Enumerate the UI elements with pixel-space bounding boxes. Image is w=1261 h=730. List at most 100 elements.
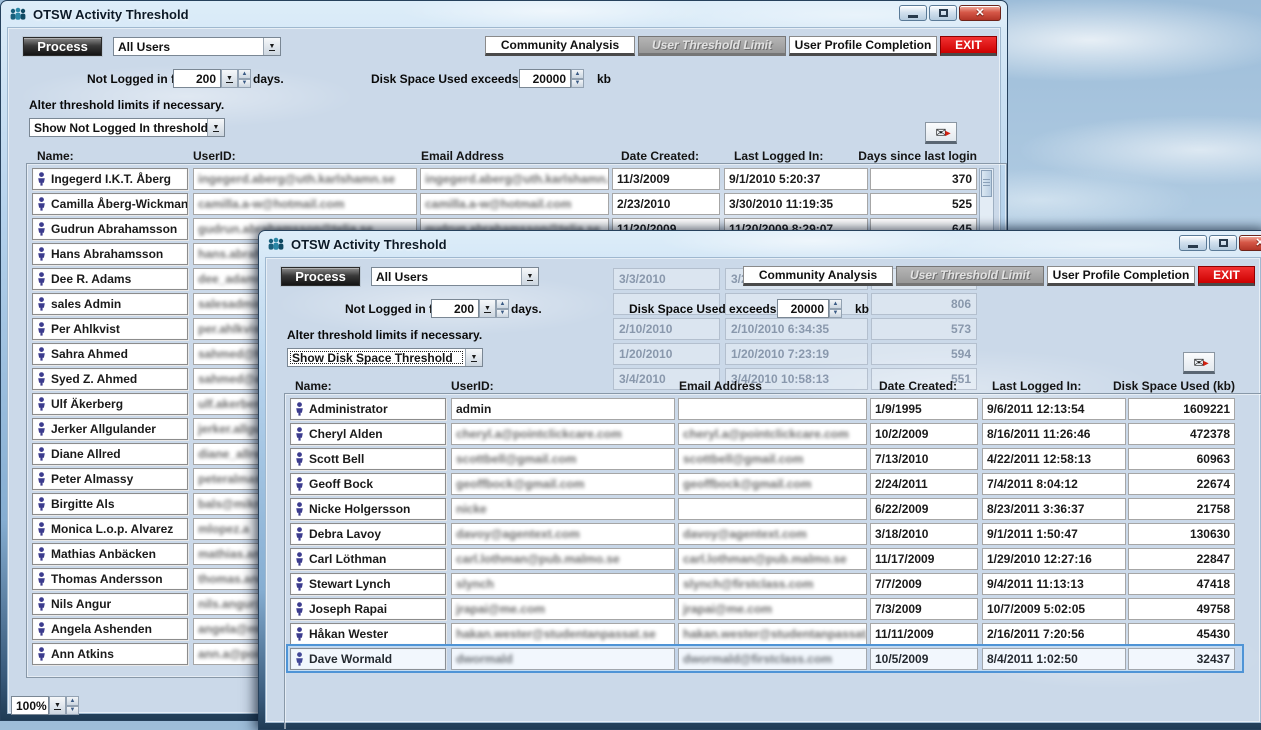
- user-name-cell[interactable]: Administrator: [290, 398, 446, 420]
- email-cell[interactable]: [678, 498, 867, 520]
- up-down-spinner[interactable]: ▲ ▼: [571, 69, 584, 88]
- date-created-cell[interactable]: 2/24/2011: [870, 473, 978, 495]
- scrollbar-thumb[interactable]: [981, 170, 992, 197]
- spin-down-icon[interactable]: ▼: [66, 705, 79, 715]
- email-cell[interactable]: ingegerd.aberg@uth.karlshamn.se: [420, 168, 609, 190]
- metric-cell[interactable]: 60963: [1128, 448, 1235, 470]
- up-down-spinner[interactable]: ▲ ▼: [66, 696, 79, 715]
- spin-up-icon[interactable]: ▲: [571, 69, 584, 79]
- selected-row-highlight[interactable]: [286, 644, 1244, 673]
- email-cell[interactable]: slynch@firstclass.com: [678, 573, 867, 595]
- date-created-cell[interactable]: 10/2/2009: [870, 423, 978, 445]
- email-export-button[interactable]: ✉ ►: [925, 122, 957, 144]
- spin-down-icon[interactable]: ▼: [829, 308, 842, 318]
- userid-cell[interactable]: hakan.wester@studentanpassat.se: [451, 623, 675, 645]
- last-logged-in-cell[interactable]: 8/4/2011 1:02:50: [982, 648, 1126, 670]
- last-logged-in-cell[interactable]: 9/6/2011 12:13:54: [982, 398, 1126, 420]
- userid-cell[interactable]: davoy@agentext.com: [451, 523, 675, 545]
- email-cell[interactable]: scottbell@gmail.com: [678, 448, 867, 470]
- not-logged-spinner[interactable]: 200 ▼ ▲ ▼: [431, 299, 509, 318]
- metric-cell[interactable]: 45430: [1128, 623, 1235, 645]
- exit-button[interactable]: EXIT: [940, 36, 997, 56]
- minimize-button[interactable]: [899, 5, 927, 21]
- not-logged-value[interactable]: 200: [173, 69, 221, 88]
- date-created-cell[interactable]: 2/23/2010: [612, 193, 720, 215]
- user-name-cell[interactable]: Diane Allred: [32, 443, 188, 465]
- email-export-button[interactable]: ✉ ►: [1183, 352, 1215, 374]
- not-logged-value[interactable]: 200: [431, 299, 479, 318]
- spin-up-icon[interactable]: ▲: [238, 69, 251, 79]
- last-logged-in-cell[interactable]: 7/4/2011 8:04:12: [982, 473, 1126, 495]
- last-logged-in-cell[interactable]: 8/23/2011 3:36:37: [982, 498, 1126, 520]
- last-logged-in-cell[interactable]: 3/30/2010 11:19:35: [724, 193, 868, 215]
- spin-up-icon[interactable]: ▲: [496, 299, 509, 309]
- threshold-view-combo[interactable]: Show Disk Space Threshold ▼: [287, 348, 483, 367]
- user-name-cell[interactable]: Hans Abrahamsson: [32, 243, 188, 265]
- userid-cell[interactable]: geoffbock@gmail.com: [451, 473, 675, 495]
- dropdown-button[interactable]: ▼: [263, 38, 280, 55]
- dropdown-button[interactable]: ▼: [479, 299, 496, 318]
- user-name-cell[interactable]: Birgitte Als: [32, 493, 188, 515]
- last-logged-in-cell[interactable]: 9/4/2011 11:13:13: [982, 573, 1126, 595]
- email-cell[interactable]: davoy@agentext.com: [678, 523, 867, 545]
- spin-down-icon[interactable]: ▼: [238, 78, 251, 88]
- user-name-cell[interactable]: Sahra Ahmed: [32, 343, 188, 365]
- email-cell[interactable]: carl.lothman@pub.malmo.se: [678, 548, 867, 570]
- up-down-spinner[interactable]: ▲ ▼: [829, 299, 842, 318]
- tab-community-analysis[interactable]: Community Analysis: [485, 36, 635, 56]
- date-created-cell[interactable]: 11/11/2009: [870, 623, 978, 645]
- tab-community-analysis[interactable]: Community Analysis: [743, 266, 893, 286]
- spin-up-icon[interactable]: ▲: [66, 696, 79, 706]
- titlebar[interactable]: OTSW Activity Threshold: [259, 231, 1261, 257]
- user-filter-combo[interactable]: All Users ▼: [371, 267, 539, 286]
- minimize-button[interactable]: [1179, 235, 1207, 251]
- tab-user-profile-completion[interactable]: User Profile Completion: [789, 36, 937, 56]
- userid-cell[interactable]: scottbell@gmail.com: [451, 448, 675, 470]
- email-cell[interactable]: jrapai@me.com: [678, 598, 867, 620]
- metric-cell[interactable]: 47418: [1128, 573, 1235, 595]
- email-cell[interactable]: geoffbock@gmail.com: [678, 473, 867, 495]
- user-name-cell[interactable]: Joseph Rapai: [290, 598, 446, 620]
- userid-cell[interactable]: camilla.a-w@hotmail.com: [193, 193, 417, 215]
- date-created-cell[interactable]: 7/13/2010: [870, 448, 978, 470]
- metric-cell[interactable]: 370: [870, 168, 977, 190]
- user-name-cell[interactable]: Peter Almassy: [32, 468, 188, 490]
- disk-space-value[interactable]: 20000: [519, 69, 571, 88]
- userid-cell[interactable]: dwormald: [451, 648, 675, 670]
- zoom-control[interactable]: 100% ▼ ▲ ▼: [11, 696, 79, 715]
- date-created-cell[interactable]: 6/22/2009: [870, 498, 978, 520]
- userid-cell[interactable]: admin: [451, 398, 675, 420]
- email-cell[interactable]: cheryl.a@pointclickcare.com: [678, 423, 867, 445]
- tab-user-threshold-limit[interactable]: User Threshold Limit: [896, 266, 1044, 286]
- user-name-cell[interactable]: Håkan Wester: [290, 623, 446, 645]
- user-name-cell[interactable]: Nils Angur: [32, 593, 188, 615]
- user-name-cell[interactable]: Nicke Holgersson: [290, 498, 446, 520]
- metric-cell[interactable]: 472378: [1128, 423, 1235, 445]
- user-filter-combo[interactable]: All Users ▼: [113, 37, 281, 56]
- metric-cell[interactable]: 1609221: [1128, 398, 1235, 420]
- email-cell[interactable]: dwormald@firstclass.com: [678, 648, 867, 670]
- user-name-cell[interactable]: Thomas Andersson: [32, 568, 188, 590]
- email-cell[interactable]: [678, 398, 867, 420]
- process-button[interactable]: Process: [23, 37, 102, 56]
- threshold-view-combo[interactable]: Show Not Logged In threshold ▼: [29, 118, 225, 137]
- metric-cell[interactable]: 32437: [1128, 648, 1235, 670]
- up-down-spinner[interactable]: ▲ ▼: [496, 299, 509, 318]
- user-name-cell[interactable]: Scott Bell: [290, 448, 446, 470]
- spin-down-icon[interactable]: ▼: [496, 308, 509, 318]
- tab-user-threshold-limit[interactable]: User Threshold Limit: [638, 36, 786, 56]
- metric-cell[interactable]: 22847: [1128, 548, 1235, 570]
- date-created-cell[interactable]: 11/17/2009: [870, 548, 978, 570]
- date-created-cell[interactable]: 10/5/2009: [870, 648, 978, 670]
- spin-down-icon[interactable]: ▼: [571, 78, 584, 88]
- metric-cell[interactable]: 525: [870, 193, 977, 215]
- last-logged-in-cell[interactable]: 2/16/2011 7:20:56: [982, 623, 1126, 645]
- user-name-cell[interactable]: Geoff Bock: [290, 473, 446, 495]
- last-logged-in-cell[interactable]: 1/29/2010 12:27:16: [982, 548, 1126, 570]
- user-name-cell[interactable]: Angela Ashenden: [32, 618, 188, 640]
- user-name-cell[interactable]: Mathias Anbäcken: [32, 543, 188, 565]
- last-logged-in-cell[interactable]: 8/16/2011 11:26:46: [982, 423, 1126, 445]
- metric-cell[interactable]: 21758: [1128, 498, 1235, 520]
- close-button[interactable]: ✕: [1239, 235, 1261, 251]
- userid-cell[interactable]: slynch: [451, 573, 675, 595]
